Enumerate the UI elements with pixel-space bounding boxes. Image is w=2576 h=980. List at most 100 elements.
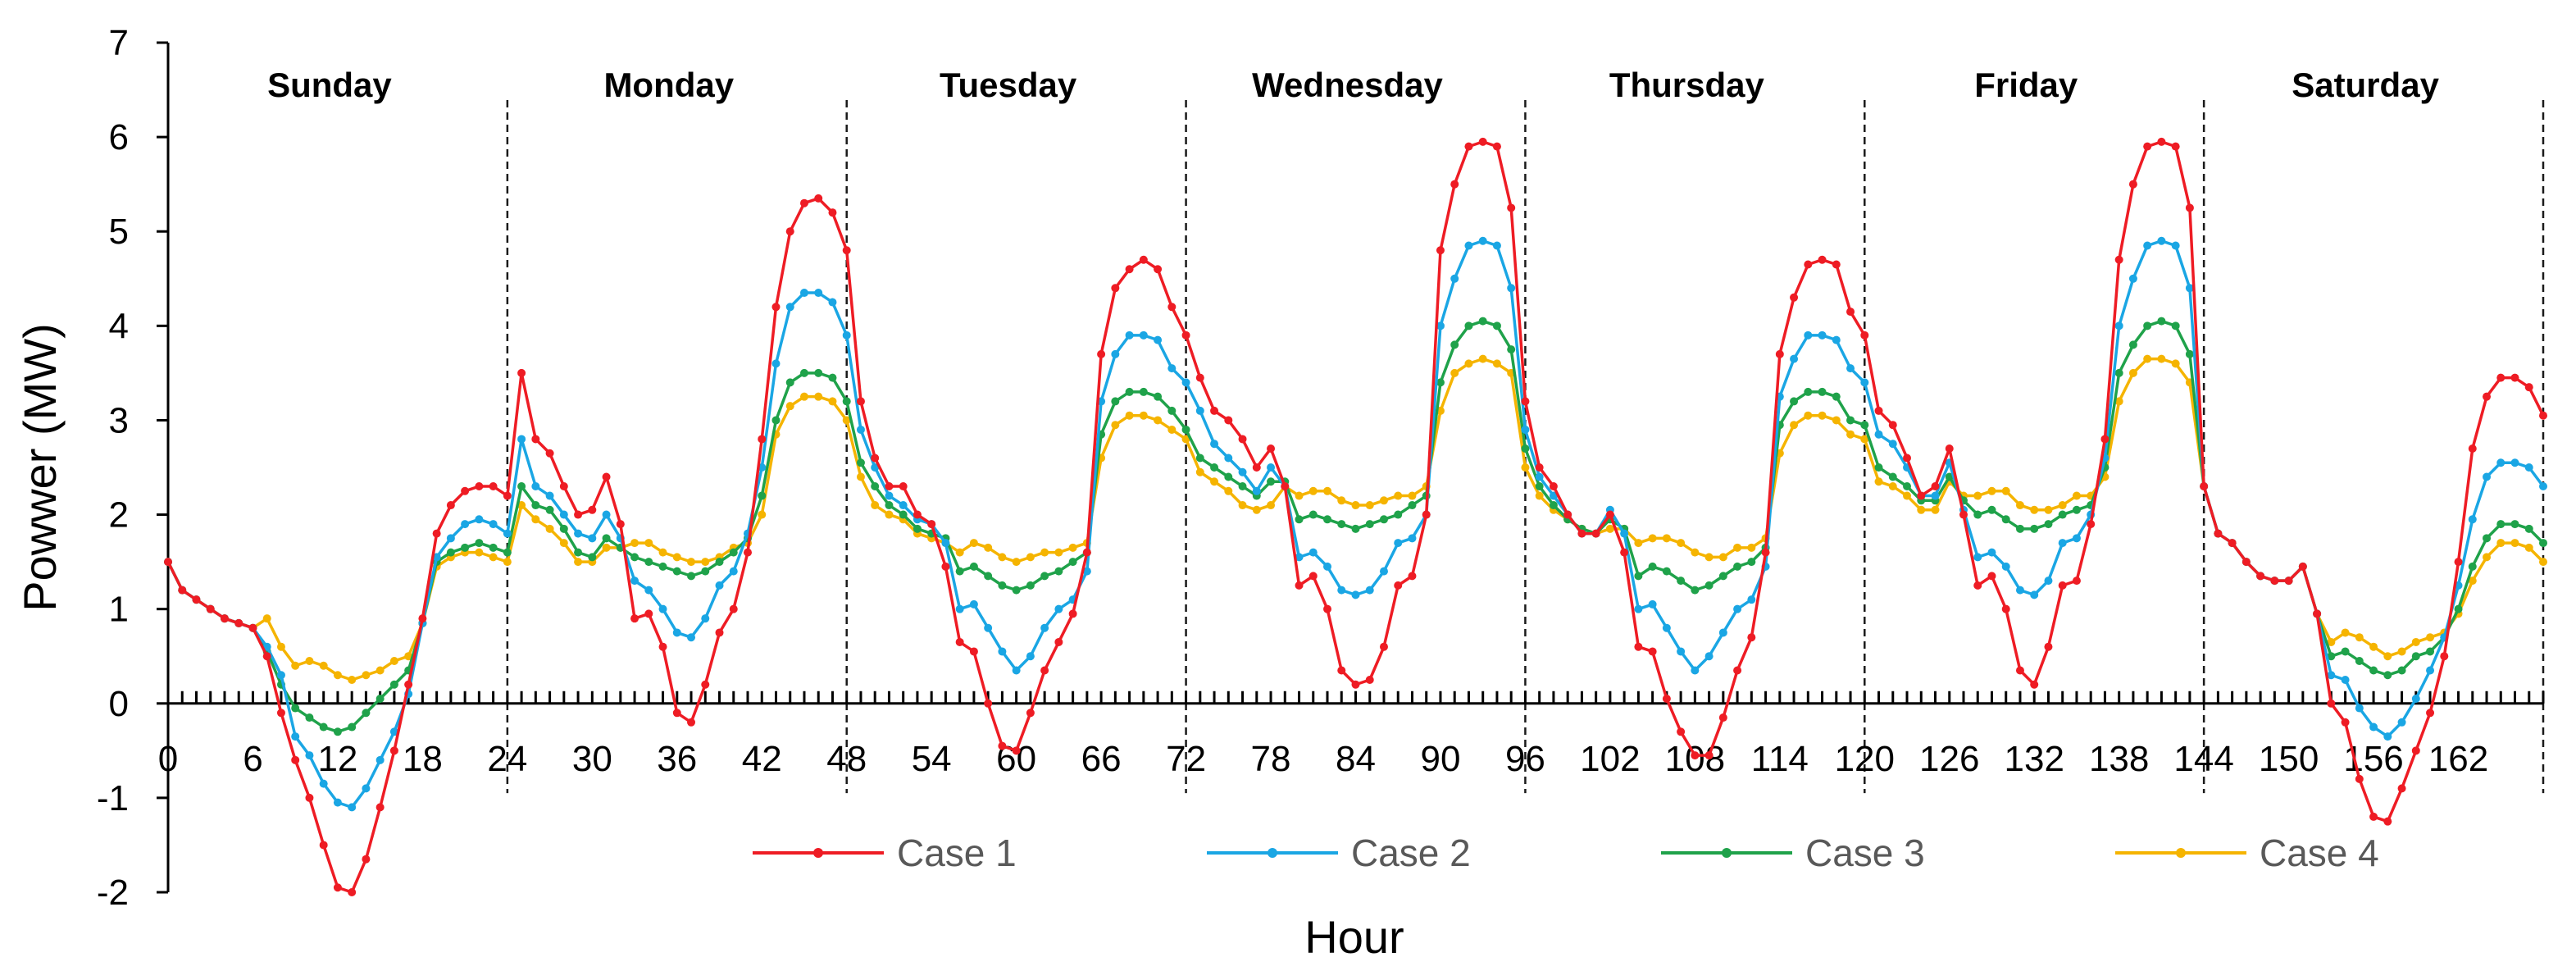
- x-tick-label: 18: [403, 739, 443, 779]
- data-point: [1804, 260, 1813, 269]
- data-point: [248, 623, 257, 632]
- data-point: [1860, 330, 1869, 340]
- data-point: [1860, 421, 1869, 430]
- data-point: [2114, 368, 2123, 377]
- data-point: [1648, 562, 1657, 571]
- data-point: [1704, 751, 1714, 760]
- data-point: [1747, 558, 1756, 567]
- data-point: [899, 482, 908, 491]
- data-point: [1620, 548, 1629, 557]
- data-point: [1987, 486, 1996, 495]
- data-point: [2426, 647, 2435, 656]
- data-point: [602, 472, 611, 481]
- data-point: [2524, 383, 2533, 392]
- data-point: [1832, 392, 1841, 401]
- data-point: [1790, 293, 1799, 302]
- data-point: [1394, 581, 1403, 590]
- y-tick-label: 6: [109, 117, 129, 157]
- data-point: [715, 628, 724, 637]
- x-tick-label: 144: [2173, 739, 2233, 779]
- data-point: [2030, 505, 2039, 514]
- data-point: [305, 713, 314, 722]
- data-point: [461, 543, 470, 552]
- data-point: [2539, 411, 2547, 420]
- data-point: [2510, 520, 2519, 529]
- day-label: Saturday: [2292, 66, 2439, 104]
- data-point: [2397, 784, 2406, 793]
- data-point: [2468, 444, 2477, 453]
- data-point: [1874, 477, 1883, 486]
- legend-label: Case 2: [1351, 832, 1471, 874]
- data-point: [1718, 713, 1727, 722]
- data-point: [1267, 501, 1276, 510]
- data-point: [828, 298, 837, 307]
- data-point: [389, 656, 398, 665]
- data-point: [2298, 562, 2307, 571]
- data-point: [291, 732, 300, 741]
- data-point: [715, 558, 724, 567]
- data-point: [828, 397, 837, 406]
- data-point: [856, 425, 865, 434]
- data-point: [814, 194, 823, 203]
- data-point: [1337, 586, 1346, 595]
- series-case-4: [164, 354, 2547, 684]
- data-point: [2510, 373, 2519, 382]
- data-point: [475, 548, 484, 557]
- data-point: [319, 841, 328, 850]
- legend-marker: [2176, 848, 2186, 858]
- data-point: [1945, 472, 1954, 481]
- data-point: [771, 359, 781, 368]
- data-point: [362, 709, 371, 718]
- data-point: [1718, 572, 1727, 581]
- data-point: [1394, 539, 1403, 548]
- data-point: [517, 482, 526, 491]
- data-point: [998, 581, 1007, 590]
- data-point: [1139, 411, 1148, 420]
- data-point: [1563, 510, 1572, 519]
- data-point: [701, 567, 710, 576]
- data-point: [489, 520, 498, 529]
- x-tick-label: 36: [657, 739, 697, 779]
- data-point: [1662, 623, 1671, 632]
- series-line: [166, 140, 2545, 894]
- data-point: [1605, 524, 1614, 533]
- y-tick-label: 5: [109, 212, 129, 252]
- data-point: [1365, 676, 1374, 684]
- data-point: [2030, 680, 2039, 689]
- data-point: [1605, 510, 1614, 519]
- data-point: [1195, 454, 1204, 463]
- data-point: [1337, 520, 1346, 529]
- data-point: [2072, 534, 2081, 543]
- legend-item: Case 4: [2115, 832, 2379, 874]
- data-point: [1832, 416, 1841, 425]
- data-point: [1620, 529, 1629, 538]
- data-point: [531, 515, 540, 524]
- data-point: [2157, 236, 2166, 245]
- data-point: [1521, 397, 1530, 406]
- data-point: [1507, 345, 1516, 354]
- data-point: [1379, 642, 1388, 651]
- data-point: [814, 289, 823, 298]
- data-point: [1450, 368, 1459, 377]
- data-point: [305, 793, 314, 802]
- data-point: [1648, 599, 1657, 609]
- data-point: [1874, 430, 1883, 439]
- data-point: [2128, 274, 2137, 283]
- data-point: [856, 458, 865, 467]
- data-point: [644, 609, 653, 618]
- data-point: [687, 558, 696, 567]
- data-point: [1125, 265, 1134, 274]
- y-tick-label: 0: [109, 684, 129, 724]
- data-point: [1224, 416, 1233, 425]
- day-label: Tuesday: [940, 66, 1077, 104]
- data-point: [644, 558, 653, 567]
- data-point: [1464, 321, 1473, 330]
- data-point: [2524, 543, 2533, 552]
- data-point: [489, 543, 498, 552]
- data-point: [234, 618, 243, 627]
- data-point: [630, 539, 639, 548]
- x-tick-label: 102: [1580, 739, 1640, 779]
- data-point: [871, 454, 880, 463]
- data-point: [602, 534, 611, 543]
- data-point: [574, 510, 583, 519]
